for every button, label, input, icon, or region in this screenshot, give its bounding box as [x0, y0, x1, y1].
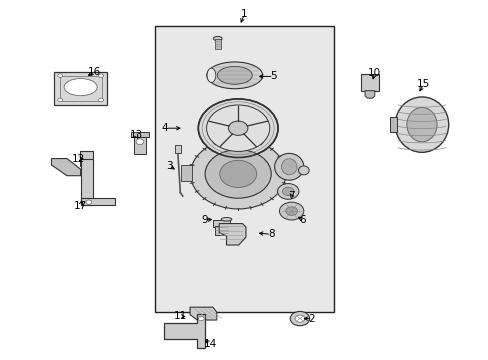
Ellipse shape	[64, 78, 97, 96]
Circle shape	[294, 315, 304, 322]
Text: 1: 1	[241, 9, 247, 19]
Circle shape	[198, 316, 203, 321]
Ellipse shape	[217, 66, 252, 84]
Circle shape	[190, 139, 285, 209]
Circle shape	[219, 160, 256, 188]
Bar	[134, 135, 145, 154]
Bar	[54, 72, 107, 105]
Circle shape	[99, 98, 103, 102]
Text: 11: 11	[173, 311, 186, 321]
Text: 10: 10	[367, 68, 381, 78]
Text: 6: 6	[299, 215, 305, 225]
Circle shape	[282, 187, 293, 196]
Bar	[212, 220, 230, 227]
Bar	[361, 73, 378, 91]
Circle shape	[86, 200, 92, 204]
Ellipse shape	[206, 62, 262, 89]
Text: 5: 5	[270, 71, 276, 81]
Polygon shape	[164, 314, 204, 348]
Circle shape	[277, 184, 298, 199]
Circle shape	[204, 150, 271, 198]
Ellipse shape	[406, 108, 436, 142]
Bar	[215, 226, 227, 235]
Bar	[214, 39, 221, 49]
Circle shape	[99, 74, 103, 77]
Ellipse shape	[298, 166, 308, 175]
Bar	[81, 198, 115, 205]
Circle shape	[285, 207, 297, 215]
Ellipse shape	[221, 217, 231, 221]
Bar	[175, 145, 181, 153]
Text: 16: 16	[88, 67, 101, 77]
Bar	[80, 151, 93, 166]
Text: 8: 8	[267, 229, 274, 239]
Circle shape	[206, 105, 269, 152]
Polygon shape	[219, 224, 245, 245]
Circle shape	[228, 121, 247, 135]
Text: 2: 2	[307, 314, 314, 324]
Bar	[181, 165, 191, 181]
Circle shape	[198, 99, 278, 157]
Circle shape	[279, 202, 303, 220]
Bar	[131, 132, 148, 138]
Bar	[389, 117, 396, 132]
Text: 12: 12	[71, 154, 84, 163]
Bar	[154, 26, 334, 312]
Ellipse shape	[206, 68, 215, 82]
Circle shape	[289, 311, 309, 326]
Text: 3: 3	[165, 161, 172, 171]
Text: 15: 15	[416, 79, 429, 89]
Circle shape	[58, 74, 62, 77]
Polygon shape	[51, 158, 81, 176]
Text: 4: 4	[162, 123, 168, 133]
Ellipse shape	[281, 159, 296, 175]
Polygon shape	[365, 91, 374, 98]
Bar	[81, 158, 93, 205]
Ellipse shape	[213, 36, 222, 41]
Circle shape	[136, 139, 143, 145]
Ellipse shape	[394, 97, 448, 152]
Text: 13: 13	[129, 130, 142, 140]
Ellipse shape	[274, 153, 303, 180]
Bar	[60, 76, 102, 101]
Circle shape	[58, 98, 62, 102]
Text: 9: 9	[201, 215, 207, 225]
Text: 14: 14	[203, 339, 217, 348]
Polygon shape	[190, 307, 216, 320]
Text: 7: 7	[288, 191, 294, 201]
Text: 17: 17	[73, 201, 86, 211]
